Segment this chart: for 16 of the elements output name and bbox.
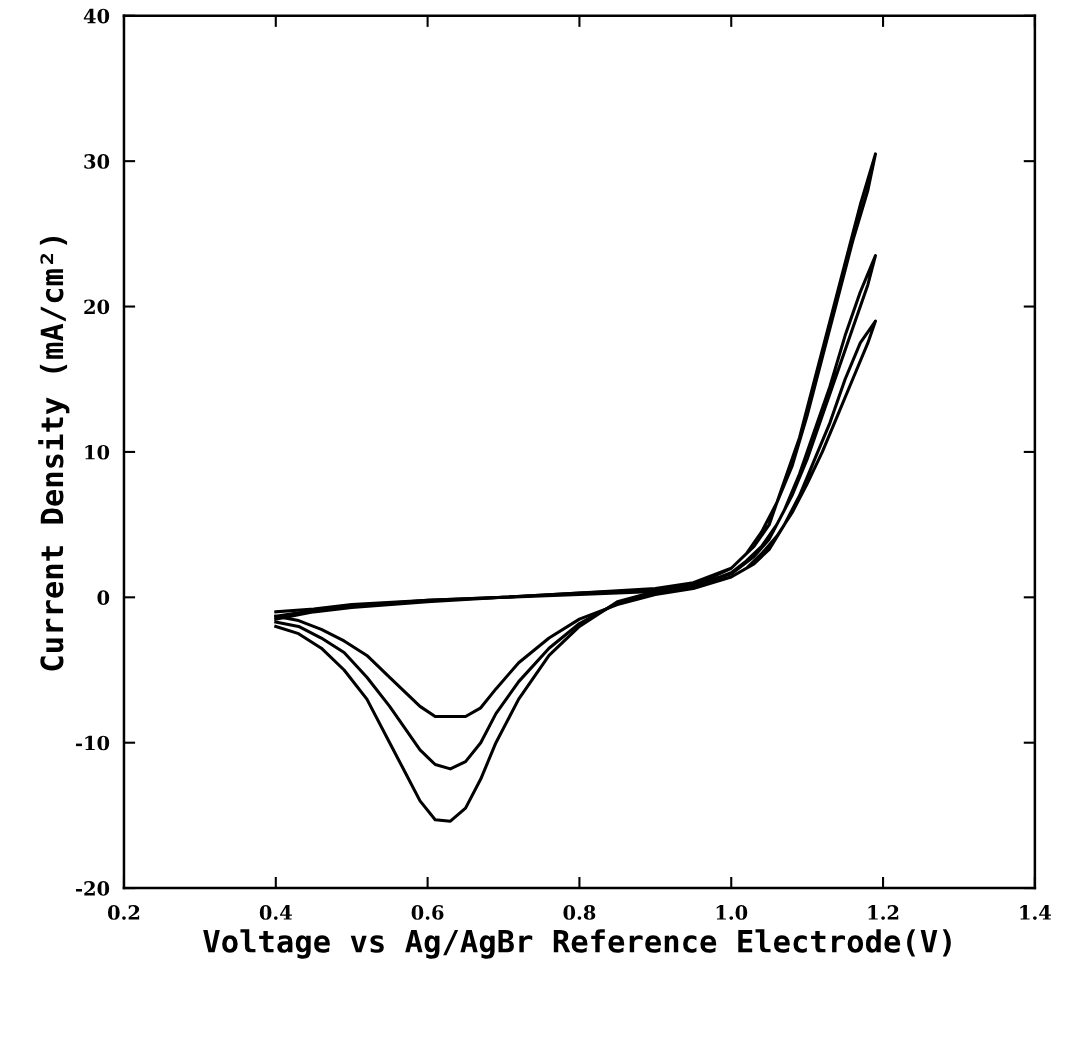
x-tick-label: 1.0	[716, 905, 748, 920]
y-axis-title: Current Density (mA/cm²)	[38, 236, 70, 671]
y-tick-label: 30	[84, 154, 110, 169]
x-tick-label: 0.4	[259, 905, 292, 920]
x-tick-label: 1.2	[868, 905, 899, 920]
y-tick-label: -20	[76, 881, 110, 896]
y-tick-label: 40	[83, 8, 110, 24]
x-tick-label: 0.6	[411, 905, 444, 920]
x-tick-label: 1.4	[1020, 905, 1051, 920]
y-tick-label: -10	[76, 735, 110, 751]
x-tick-label: 0.8	[563, 905, 596, 920]
x-axis-title: Voltage vs Ag/AgBr Reference Electrode(V)	[203, 929, 951, 959]
y-tick-label: 0	[97, 590, 110, 605]
y-tick-label: 20	[84, 299, 110, 315]
y-tick-label: 10	[85, 444, 110, 460]
x-tick-label: 0.2	[107, 905, 140, 920]
